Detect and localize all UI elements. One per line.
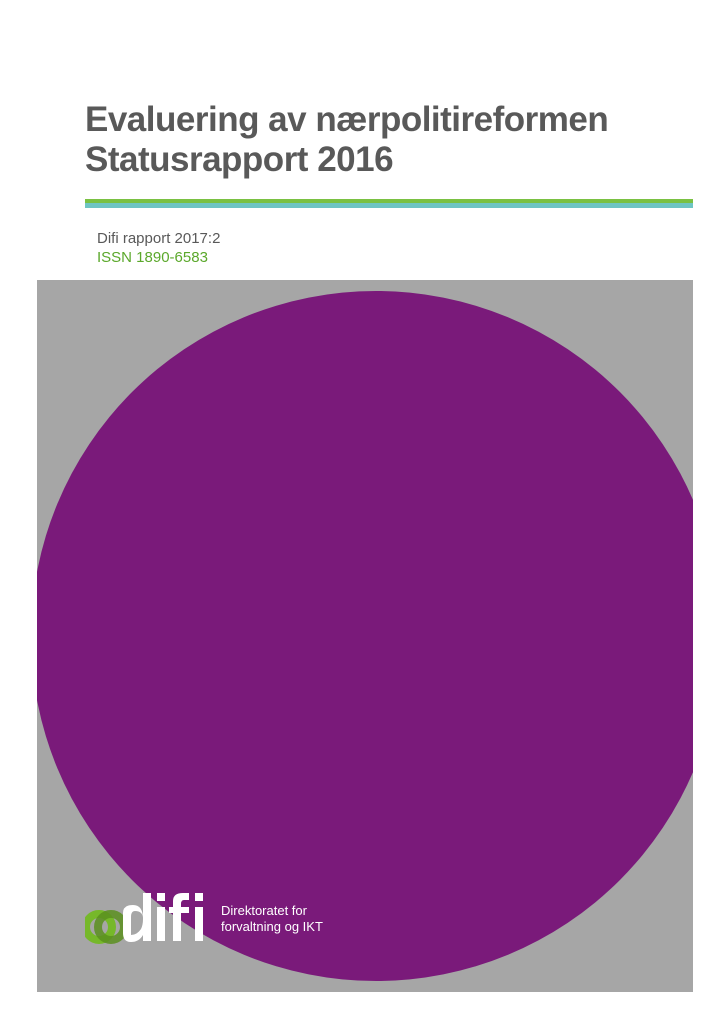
report-number: Difi rapport 2017:2 <box>97 230 220 249</box>
meta-block: Difi rapport 2017:2 ISSN 1890-6583 <box>97 230 220 268</box>
difi-logo-icon <box>85 891 211 947</box>
title-underline <box>85 199 693 209</box>
purple-circle-graphic <box>37 291 693 981</box>
title-block: Evaluering av nærpolitireformen Statusra… <box>85 100 693 209</box>
logo-org-line-2: forvaltning og IKT <box>221 919 323 935</box>
title-line-2: Statusrapport 2016 <box>85 140 693 180</box>
title-line-1: Evaluering av nærpolitireformen <box>85 100 693 140</box>
logo-org-text: Direktoratet for forvaltning og IKT <box>221 903 323 936</box>
issn-number: ISSN 1890-6583 <box>97 249 220 268</box>
difi-logo-block: Direktoratet for forvaltning og IKT <box>85 891 323 947</box>
logo-org-line-1: Direktoratet for <box>221 903 323 919</box>
cover-graphic-area: Direktoratet for forvaltning og IKT <box>37 280 693 992</box>
underline-teal-bar <box>85 203 693 208</box>
